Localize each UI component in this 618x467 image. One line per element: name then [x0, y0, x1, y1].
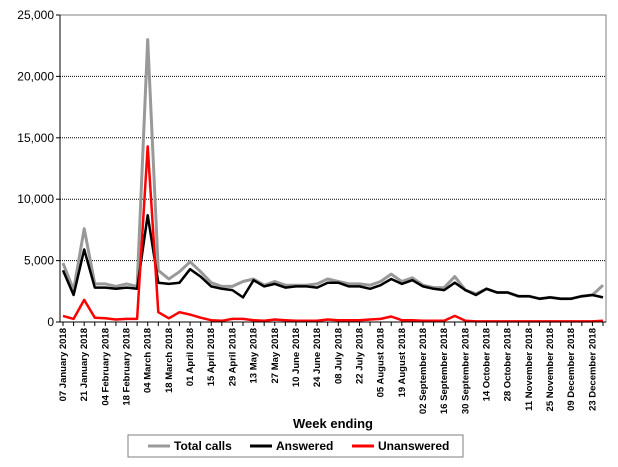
x-tick-label: 23 December 2018	[587, 328, 598, 411]
y-tick-label: 15,000	[17, 131, 54, 145]
x-tick-label: 27 May 2018	[270, 328, 281, 383]
y-tick-label: 25,000	[17, 8, 54, 22]
x-tick-label: 24 June 2018	[312, 328, 323, 387]
legend: Total calls Answered Unanswered	[127, 434, 464, 458]
y-tick-label: 10,000	[17, 192, 54, 206]
x-tick-label: 29 April 2018	[227, 328, 238, 386]
plot-area	[59, 14, 607, 323]
x-tick-label: 01 April 2018	[185, 328, 196, 386]
x-tick-label: 21 January 2018	[79, 328, 90, 401]
x-tick-label: 28 October 2018	[503, 328, 514, 401]
legend-box	[127, 434, 464, 458]
x-tick-label: 08 July 2018	[333, 328, 344, 384]
x-tick-label: 25 November 2018	[545, 328, 556, 411]
x-tick-label: 02 September 2018	[418, 328, 429, 414]
y-axis-ticks: 0 5,000 10,000 15,000 20,000 25,000	[17, 8, 60, 329]
series-line-answered	[61, 213, 604, 300]
x-tick-label: 14 October 2018	[482, 328, 493, 401]
x-tick-label: 04 February 2018	[100, 328, 111, 406]
series-line-unanswered	[62, 145, 604, 323]
x-tick-label: 04 March 2018	[143, 328, 154, 393]
x-tick-label: 19 August 2018	[397, 328, 408, 397]
series-lines	[61, 38, 605, 323]
x-tick-label: 18 March 2018	[164, 328, 175, 393]
x-tick-label: 09 December 2018	[566, 328, 577, 411]
y-tick-label: 20,000	[17, 69, 54, 83]
x-tick-label: 11 November 2018	[524, 328, 535, 411]
legend-label-total-calls: Total calls	[174, 439, 232, 453]
legend-label-unanswered: Unanswered	[378, 439, 449, 453]
x-tick-label: 07 January 2018	[58, 328, 69, 401]
x-tick-label: 05 August 2018	[376, 328, 387, 397]
x-tick-label: 18 February 2018	[122, 328, 133, 406]
x-axis-ticks: 07 January 2018 21 January 2018 04 Februar…	[58, 322, 604, 414]
x-tick-label: 16 September 2018	[439, 328, 450, 414]
x-tick-label: 15 April 2018	[206, 328, 217, 386]
x-tick-label: 30 September 2018	[460, 328, 471, 414]
legend-label-answered: Answered	[276, 439, 333, 453]
x-tick-label: 13 May 2018	[249, 328, 260, 383]
x-tick-label: 22 July 2018	[354, 328, 365, 384]
y-tick-label: 0	[47, 315, 54, 329]
x-axis-title: Week ending	[293, 416, 373, 431]
y-tick-label: 5,000	[24, 254, 54, 268]
x-tick-label: 10 June 2018	[291, 328, 302, 387]
